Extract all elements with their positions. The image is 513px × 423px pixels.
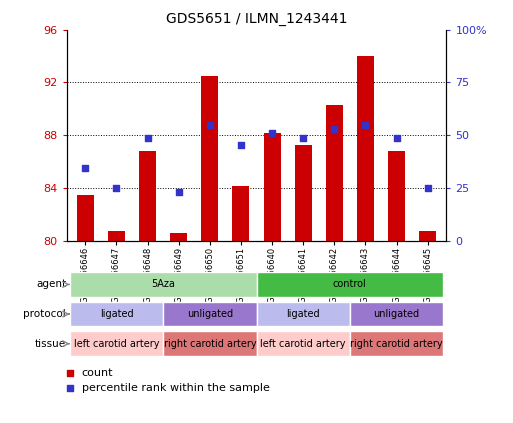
Text: ligated: ligated — [286, 309, 320, 319]
Bar — [77, 195, 94, 241]
Point — [66, 370, 74, 376]
Point — [424, 185, 432, 192]
Text: unligated: unligated — [373, 309, 420, 319]
FancyBboxPatch shape — [70, 302, 163, 327]
Title: GDS5651 / ILMN_1243441: GDS5651 / ILMN_1243441 — [166, 12, 347, 26]
Text: count: count — [82, 368, 113, 378]
Point — [174, 189, 183, 195]
Text: right carotid artery: right carotid artery — [350, 339, 443, 349]
FancyBboxPatch shape — [350, 302, 443, 327]
Bar — [201, 76, 219, 241]
Point — [66, 385, 74, 392]
Bar — [419, 231, 436, 241]
Text: percentile rank within the sample: percentile rank within the sample — [82, 383, 270, 393]
FancyBboxPatch shape — [163, 331, 256, 356]
Bar — [139, 151, 156, 241]
Text: left carotid artery: left carotid artery — [261, 339, 346, 349]
FancyBboxPatch shape — [256, 331, 350, 356]
FancyBboxPatch shape — [256, 272, 443, 297]
Bar — [294, 145, 312, 241]
Text: protocol: protocol — [23, 309, 66, 319]
FancyBboxPatch shape — [163, 302, 256, 327]
Point — [112, 185, 121, 192]
Text: right carotid artery: right carotid artery — [164, 339, 256, 349]
Bar — [326, 105, 343, 241]
Bar — [264, 133, 281, 241]
Text: unligated: unligated — [187, 309, 233, 319]
Text: control: control — [333, 280, 367, 289]
Point — [144, 135, 152, 141]
FancyBboxPatch shape — [256, 302, 350, 327]
Text: tissue: tissue — [35, 339, 66, 349]
Point — [361, 121, 369, 128]
Bar — [232, 186, 249, 241]
Bar — [357, 56, 374, 241]
Point — [299, 135, 307, 141]
Point — [81, 165, 89, 172]
Bar — [170, 233, 187, 241]
FancyBboxPatch shape — [350, 331, 443, 356]
Bar — [108, 231, 125, 241]
Point — [330, 125, 339, 132]
Point — [392, 135, 401, 141]
Text: left carotid artery: left carotid artery — [74, 339, 159, 349]
Point — [237, 141, 245, 148]
Point — [268, 129, 276, 136]
Text: 5Aza: 5Aza — [151, 280, 175, 289]
Text: ligated: ligated — [100, 309, 133, 319]
FancyBboxPatch shape — [70, 331, 163, 356]
Point — [206, 121, 214, 128]
Text: agent: agent — [36, 280, 66, 289]
FancyBboxPatch shape — [70, 272, 256, 297]
Bar — [388, 151, 405, 241]
